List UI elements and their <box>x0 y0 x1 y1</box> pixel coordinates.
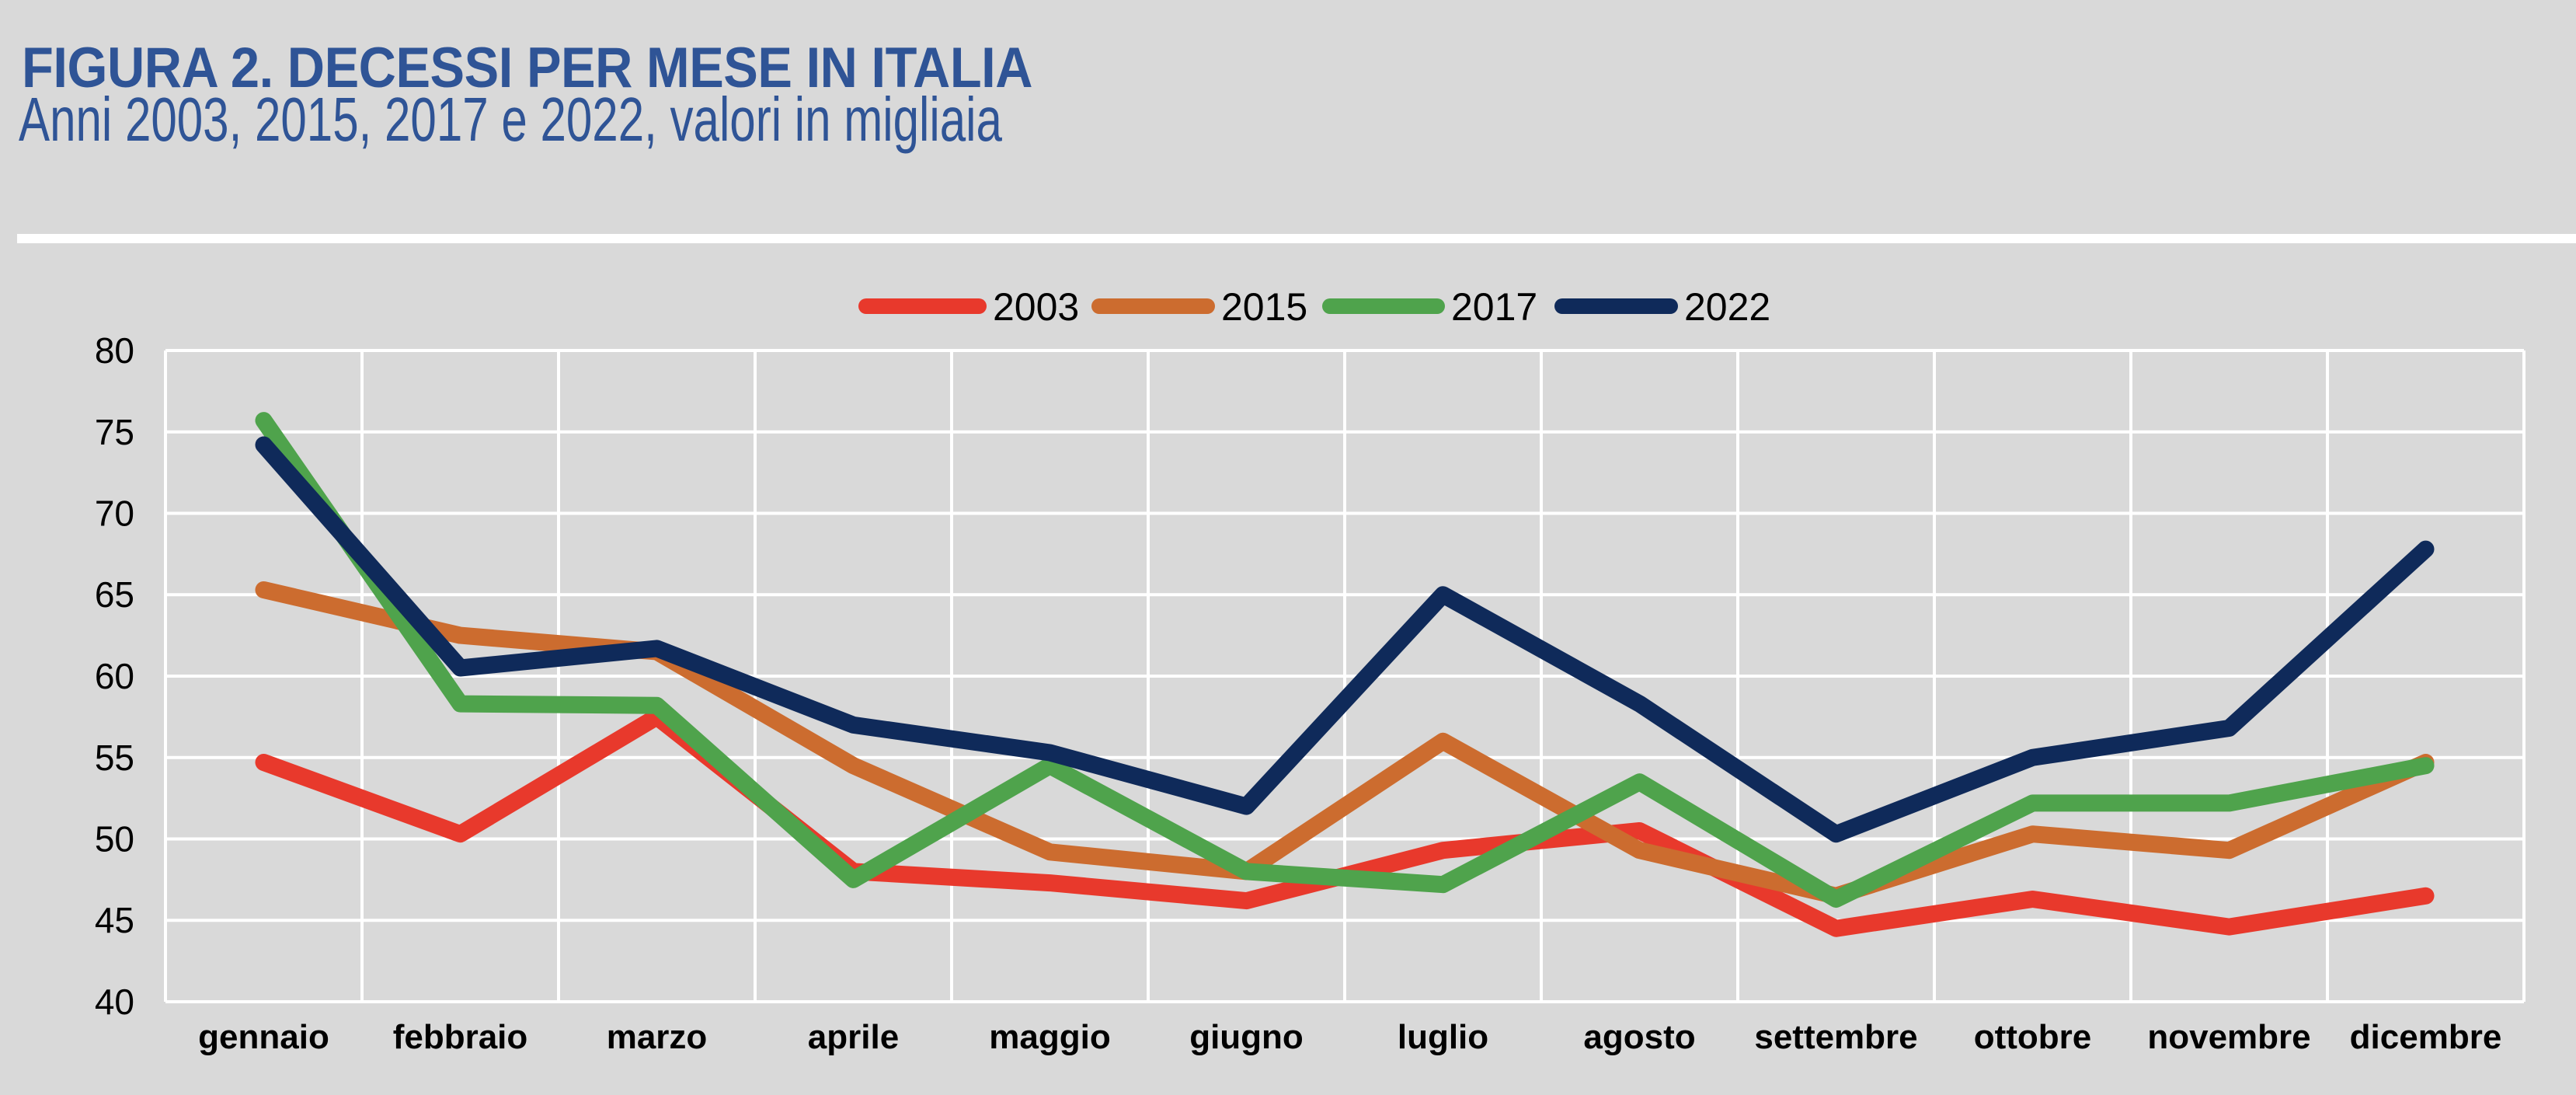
svg-text:luglio: luglio <box>1398 1018 1488 1056</box>
svg-text:70: 70 <box>95 493 134 534</box>
svg-text:45: 45 <box>95 900 134 940</box>
svg-text:2017: 2017 <box>1451 285 1537 329</box>
svg-text:50: 50 <box>95 819 134 860</box>
svg-text:febbraio: febbraio <box>393 1018 528 1056</box>
svg-text:maggio: maggio <box>989 1018 1110 1056</box>
svg-text:60: 60 <box>95 656 134 696</box>
svg-text:2015: 2015 <box>1221 285 1307 329</box>
svg-text:novembre: novembre <box>2147 1018 2310 1056</box>
svg-text:2022: 2022 <box>1684 285 1770 329</box>
svg-text:agosto: agosto <box>1583 1018 1695 1056</box>
svg-text:marzo: marzo <box>607 1018 708 1056</box>
svg-text:aprile: aprile <box>808 1018 899 1056</box>
svg-text:75: 75 <box>95 412 134 452</box>
svg-text:40: 40 <box>95 982 134 1022</box>
svg-text:gennaio: gennaio <box>198 1018 329 1056</box>
svg-text:settembre: settembre <box>1754 1018 1917 1056</box>
svg-text:giugno: giugno <box>1189 1018 1304 1056</box>
svg-text:55: 55 <box>95 738 134 778</box>
svg-text:65: 65 <box>95 574 134 615</box>
svg-text:ottobre: ottobre <box>1974 1018 2092 1056</box>
svg-text:dicembre: dicembre <box>2350 1018 2502 1056</box>
svg-text:80: 80 <box>95 330 134 371</box>
svg-text:2003: 2003 <box>993 285 1079 329</box>
